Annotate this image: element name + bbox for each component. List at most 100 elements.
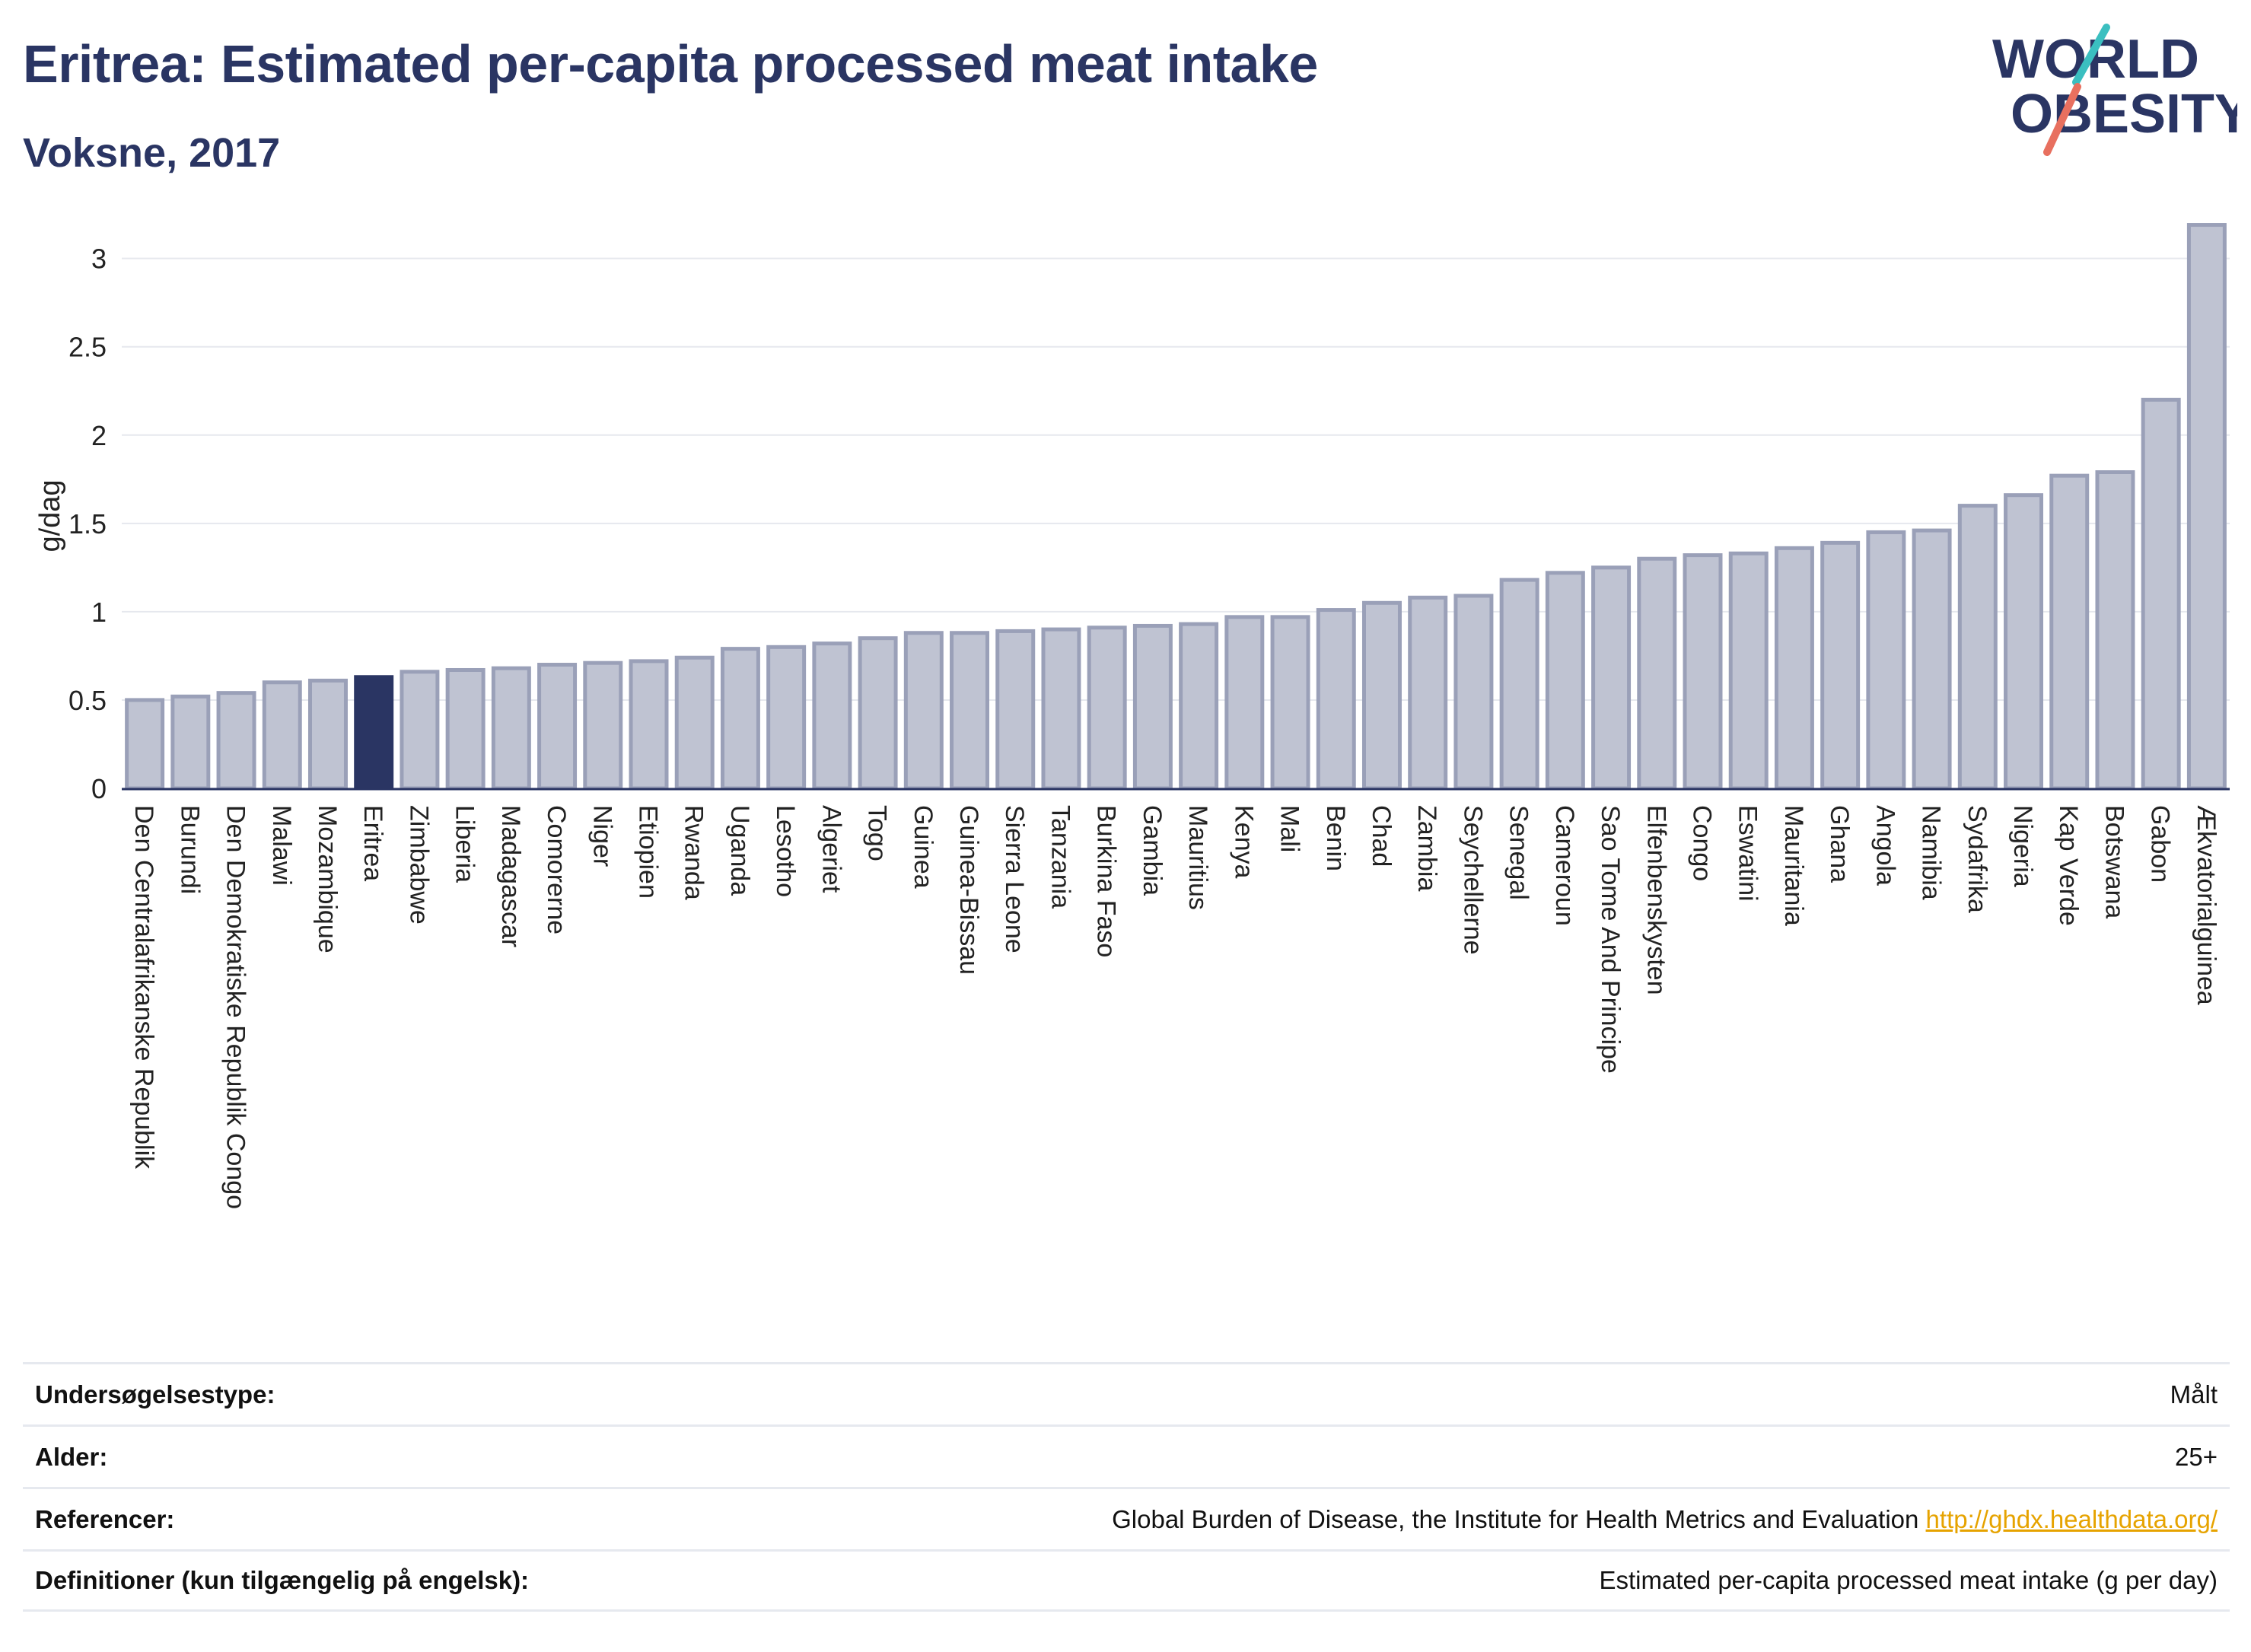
bar	[995, 629, 1036, 791]
bar	[307, 678, 348, 791]
logo-coral-stroke	[2043, 83, 2081, 156]
bar	[400, 670, 440, 791]
x-tick-label: Gambia	[1138, 805, 1167, 896]
y-axis-label: g/dag	[34, 479, 66, 552]
y-tick-label: 1.5	[68, 508, 107, 540]
bar	[1683, 553, 1723, 791]
bar	[2049, 473, 2090, 791]
x-tick-label: Chad	[1367, 805, 1396, 867]
bar	[1820, 540, 1861, 791]
x-tick-label: Sydafrika	[1963, 805, 1992, 913]
x-tick-label: Namibia	[1917, 805, 1946, 900]
info-label: Undersøgelsestype:	[35, 1380, 275, 1408]
reference-link[interactable]: http://ghdx.healthdata.org/	[1925, 1504, 2218, 1533]
info-value: 25+	[2175, 1442, 2218, 1471]
x-tick-label: Niger	[587, 805, 616, 867]
x-tick-label: Sierra Leone	[1000, 805, 1029, 953]
x-tick-label: Cameroun	[1550, 805, 1579, 926]
bar	[950, 631, 990, 791]
info-row-references: Referencer: Global Burden of Disease, th…	[23, 1487, 2230, 1549]
x-tick-label: Guinea	[909, 805, 938, 889]
bar	[1866, 530, 1906, 791]
x-tick-label: Seychellerne	[1458, 805, 1487, 955]
x-tick-label: Mozambique	[313, 805, 342, 953]
x-tick-label: Benin	[1321, 805, 1350, 871]
bar	[2004, 493, 2044, 791]
x-tick-label: Guinea-Bissau	[954, 805, 983, 975]
x-tick-label: Den Centralafrikanske Republik	[129, 805, 158, 1170]
x-tick-label: Malawi	[267, 805, 296, 886]
x-tick-label: Sao Tome And Principe	[1596, 805, 1625, 1074]
bar	[812, 641, 852, 791]
info-row-age: Alder: 25+	[23, 1424, 2230, 1487]
x-tick-label: Lesotho	[771, 805, 800, 897]
bar	[1728, 551, 1769, 791]
x-tick-label: Angola	[1871, 805, 1899, 886]
x-tick-label: Botswana	[2100, 805, 2128, 918]
bar	[1591, 565, 1632, 791]
bar	[445, 667, 486, 791]
y-axis-ticks: 0 0.5 1 1.5 2 2.5 3	[68, 244, 107, 804]
x-tick-label: Kenya	[1229, 805, 1258, 878]
y-tick-label: 2.5	[68, 332, 107, 363]
bar	[491, 666, 531, 791]
bar	[216, 691, 256, 791]
bar	[1453, 594, 1494, 791]
info-label: Alder:	[35, 1442, 108, 1471]
x-tick-label: Gabon	[2146, 805, 2175, 883]
bar	[629, 659, 669, 791]
bar	[1957, 504, 1998, 791]
logo-line2: OBESITY	[2011, 84, 2237, 145]
bar	[1270, 615, 1310, 791]
bar	[1361, 600, 1402, 791]
x-tick-label: Eritrea	[358, 805, 387, 881]
bar	[354, 675, 394, 791]
x-tick-label: Madagascar	[496, 805, 525, 947]
x-tick-label: Burundi	[175, 805, 204, 894]
bar	[583, 660, 623, 791]
world-obesity-logo[interactable]: WORLD OBESITY	[1986, 23, 2237, 160]
bar	[1179, 622, 1219, 791]
bar	[170, 694, 211, 791]
bar	[2186, 223, 2227, 791]
x-tick-label: Elfenbenskysten	[1641, 805, 1670, 995]
info-value: Estimated per-capita processed meat inta…	[1599, 1566, 2218, 1594]
x-tick-label: Comorerne	[542, 805, 571, 934]
info-label: Definitioner (kun tilgængelig på engelsk…	[35, 1566, 530, 1594]
y-tick-label: 0	[91, 773, 107, 804]
bar	[1499, 578, 1539, 791]
bar	[1545, 571, 1585, 791]
bar	[1637, 556, 1677, 791]
x-tick-label: Senegal	[1504, 805, 1533, 900]
bar	[720, 647, 760, 791]
x-tick-label: Mauritius	[1183, 805, 1212, 910]
y-tick-label: 2	[91, 420, 107, 451]
bar	[125, 698, 165, 791]
bar	[1224, 615, 1265, 791]
x-tick-label: Etiopien	[634, 805, 663, 899]
y-tick-label: 0.5	[68, 685, 107, 716]
info-value-group: Global Burden of Disease, the Institute …	[1112, 1505, 2218, 1534]
info-label: Referencer:	[35, 1504, 175, 1533]
x-tick-label: Mauritania	[1779, 805, 1808, 926]
chart-subtitle: Voksne, 2017	[23, 130, 281, 176]
x-tick-label: Burkina Faso	[1092, 805, 1121, 957]
bar	[1316, 608, 1356, 791]
x-tick-label: Algeriet	[817, 805, 845, 893]
bar	[2095, 470, 2135, 791]
bars	[125, 223, 2227, 791]
bar	[262, 680, 302, 791]
info-table: Undersøgelsestype: Målt Alder: 25+ Refer…	[23, 1362, 2230, 1612]
bar	[1408, 595, 1448, 791]
x-tick-label: Den Demokratiske Republik Congo	[221, 805, 250, 1209]
x-tick-label: Ækvatorialguinea	[2192, 805, 2221, 1005]
x-tick-label: Congo	[1688, 805, 1717, 881]
bar	[766, 645, 807, 791]
x-tick-label: Nigeria	[2008, 805, 2037, 887]
bar-chart: 0 0.5 1 1.5 2 2.5 3 Den Centralafrikanske Repu…	[34, 223, 2230, 1209]
logo-teal-stroke	[2072, 24, 2110, 86]
x-tick-label: Kap Verde	[2054, 805, 2083, 926]
bar	[537, 663, 578, 791]
bar	[1132, 623, 1173, 791]
x-axis-labels: Den Centralafrikanske Republik Burundi Den…	[129, 805, 2221, 1209]
